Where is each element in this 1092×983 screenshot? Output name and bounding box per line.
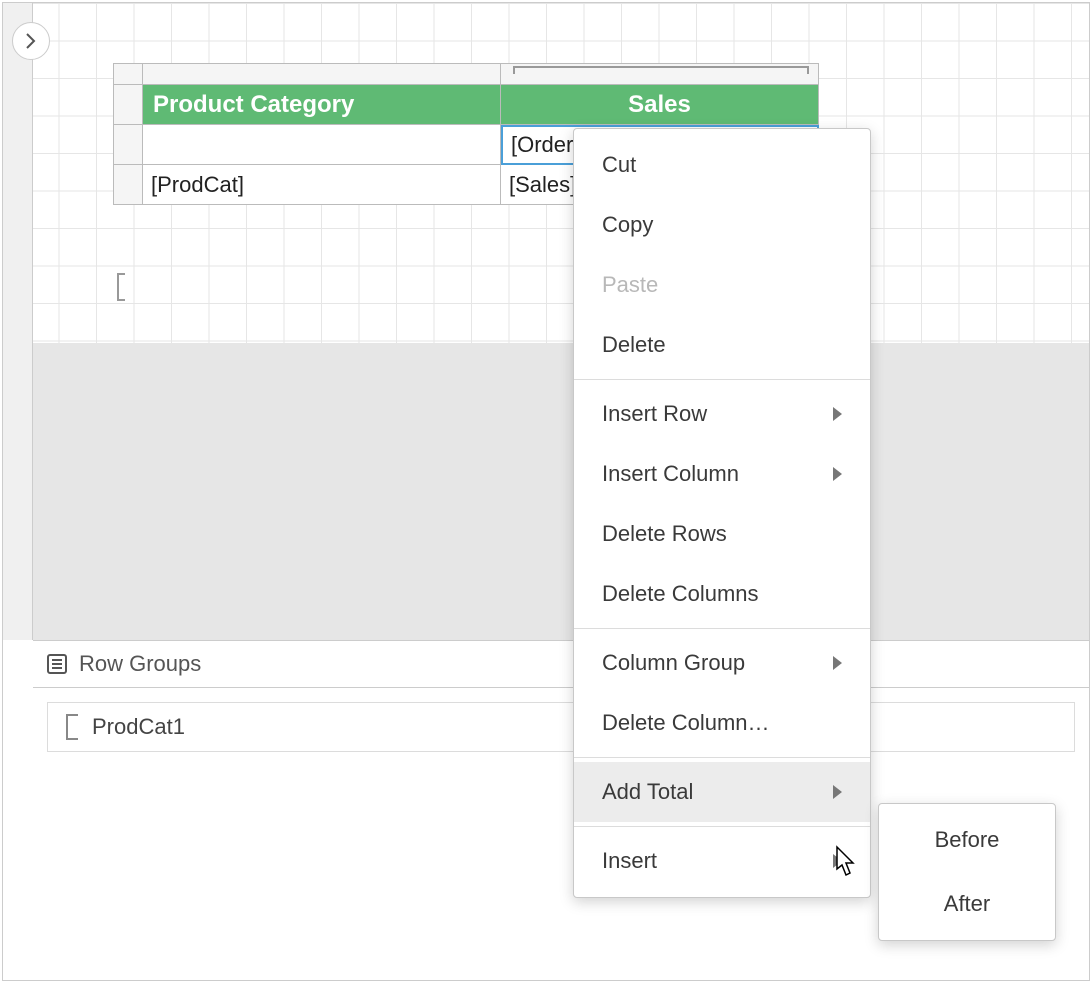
column-handle-1[interactable]	[143, 63, 501, 85]
row-groups-header[interactable]: Row Groups	[33, 640, 1089, 688]
column-group-bracket	[513, 66, 809, 74]
menu-delete-rows[interactable]: Delete Rows	[574, 504, 870, 564]
submenu-arrow-icon	[833, 656, 842, 670]
tablix-corner-handle[interactable]	[113, 63, 143, 85]
menu-insert[interactable]: Insert	[574, 831, 870, 891]
cell-r3c1[interactable]: [ProdCat]	[143, 165, 501, 205]
row-handle-2[interactable]	[113, 125, 143, 165]
submenu-arrow-icon	[833, 467, 842, 481]
menu-insert-row[interactable]: Insert Row	[574, 384, 870, 444]
header-cell-sales[interactable]: Sales	[501, 85, 819, 125]
menu-cut[interactable]: Cut	[574, 135, 870, 195]
context-menu: Cut Copy Paste Delete Insert Row Insert …	[573, 128, 871, 898]
row-handle-1[interactable]	[113, 85, 143, 125]
menu-insert-column[interactable]: Insert Column	[574, 444, 870, 504]
submenu-arrow-icon	[833, 785, 842, 799]
submenu-arrow-icon	[833, 854, 842, 868]
menu-separator	[574, 757, 870, 758]
submenu-after[interactable]: After	[879, 872, 1055, 936]
expand-panel-button[interactable]	[12, 22, 50, 60]
menu-delete-columns[interactable]: Delete Columns	[574, 564, 870, 624]
group-bracket-icon	[66, 714, 78, 740]
design-surface[interactable]: Product Category Sales [OrderQ [ProdCat]…	[33, 3, 1089, 343]
menu-separator	[574, 826, 870, 827]
cell-r2c1[interactable]	[143, 125, 501, 165]
submenu-before[interactable]: Before	[879, 808, 1055, 872]
column-handle-2[interactable]	[501, 63, 819, 85]
row-handle-3[interactable]	[113, 165, 143, 205]
menu-delete-column-group[interactable]: Delete Column…	[574, 693, 870, 753]
menu-copy[interactable]: Copy	[574, 195, 870, 255]
menu-column-group[interactable]: Column Group	[574, 633, 870, 693]
header-cell-product-category[interactable]: Product Category	[143, 85, 501, 125]
menu-paste: Paste	[574, 255, 870, 315]
row-groups-title: Row Groups	[79, 651, 201, 677]
menu-delete[interactable]: Delete	[574, 315, 870, 375]
menu-separator	[574, 379, 870, 380]
row-group-label: ProdCat1	[92, 714, 185, 740]
submenu-arrow-icon	[833, 407, 842, 421]
left-rail	[3, 3, 33, 640]
menu-separator	[574, 628, 870, 629]
row-group-bracket	[117, 273, 125, 301]
row-groups-icon	[45, 652, 69, 676]
below-design-area	[33, 343, 1089, 640]
add-total-submenu: Before After	[878, 803, 1056, 941]
chevron-right-icon	[25, 33, 37, 49]
row-group-item[interactable]: ProdCat1	[47, 702, 1075, 752]
menu-add-total[interactable]: Add Total	[574, 762, 870, 822]
